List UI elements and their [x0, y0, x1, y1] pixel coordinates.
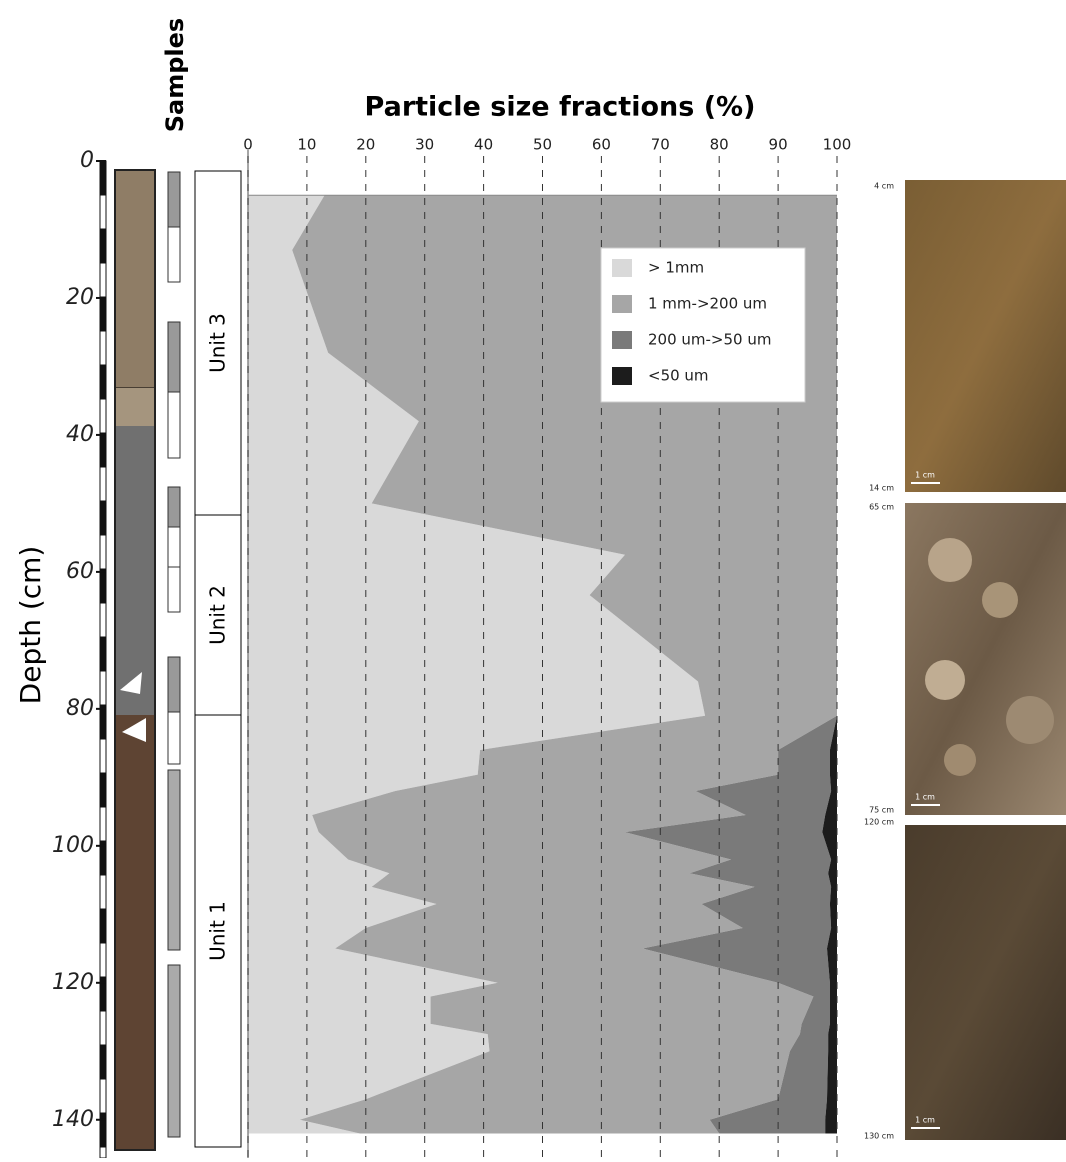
- depth-bar: [99, 806, 107, 842]
- depth-axis-title: Depth (cm): [14, 546, 47, 705]
- depth-tick-label: 60: [66, 559, 94, 584]
- depth-bar: [99, 160, 107, 196]
- strat-column: [114, 169, 156, 1151]
- x-tick-label: 100: [823, 136, 852, 154]
- depth-bar: [99, 432, 107, 468]
- depth-tick-label: 40: [66, 422, 94, 447]
- legend-label: 200 um->50 um: [648, 331, 771, 349]
- unit-label: Unit 3: [206, 313, 230, 373]
- depth-bar: [99, 602, 107, 638]
- photos: 1 cm 1 cm 1 cm 4 cm 14 cm 65 cm 75 cm 12…: [864, 180, 1066, 1141]
- x-tick-label: 0: [243, 136, 253, 154]
- legend-swatch: [612, 367, 632, 385]
- depth-bar: [99, 228, 107, 264]
- x-tick-label: 10: [297, 136, 316, 154]
- x-tick-label: 50: [533, 136, 552, 154]
- units: Unit 3 Unit 2 Unit 1: [194, 170, 242, 1148]
- depth-bar: [99, 398, 107, 434]
- area: [292, 195, 837, 1134]
- depth-bar: [99, 704, 107, 740]
- depth-bar: [99, 1078, 107, 1114]
- depth-bar: [99, 568, 107, 604]
- legend-label: 1 mm->200 um: [648, 295, 767, 313]
- depth-bar: [99, 1010, 107, 1046]
- legend-swatch: [612, 295, 632, 313]
- x-tick-label: 60: [592, 136, 611, 154]
- depth-bar: [99, 534, 107, 570]
- depth-bar: [99, 364, 107, 400]
- scale-label: 1 cm: [915, 1116, 935, 1125]
- depth-bar: [99, 942, 107, 978]
- photo-depth: 120 cm: [864, 818, 894, 827]
- photo-depth: 4 cm: [874, 182, 894, 191]
- legend: > 1mm 1 mm->200 um 200 um->50 um <50 um: [600, 247, 806, 403]
- depth-bar: [99, 330, 107, 366]
- x-tick-label: 90: [769, 136, 788, 154]
- legend-label: <50 um: [648, 367, 709, 385]
- photo-depth: 75 cm: [869, 806, 894, 815]
- depth-bar: [99, 772, 107, 808]
- x-tick-label: 20: [356, 136, 375, 154]
- legend-label: > 1mm: [648, 259, 704, 277]
- depth-tick-label: 0: [80, 148, 94, 173]
- depth-bar: [99, 466, 107, 502]
- depth-bar: [99, 1044, 107, 1080]
- chart-title: Particle size fractions (%): [365, 92, 756, 123]
- depth-bar: [99, 262, 107, 298]
- samples-column: [167, 171, 181, 1138]
- depth-tick-label: 80: [66, 696, 94, 721]
- depth-bar: [99, 874, 107, 910]
- x-tick-label: 30: [415, 136, 434, 154]
- depth-bar: [99, 670, 107, 706]
- depth-bar: [99, 194, 107, 230]
- unit-label: Unit 2: [206, 585, 230, 645]
- scale-label: 1 cm: [915, 793, 935, 802]
- depth-bar: [99, 500, 107, 536]
- legend-box: [600, 247, 806, 403]
- x-tick-label: 40: [474, 136, 493, 154]
- depth-tick-label: 140: [52, 1107, 94, 1132]
- x-tick-label: 70: [651, 136, 670, 154]
- depth-tick-label: 120: [52, 970, 94, 995]
- area: [624, 195, 837, 1134]
- photo-depth: 130 cm: [864, 1132, 894, 1141]
- depth-bar: [99, 296, 107, 332]
- samples-title: Samples: [161, 18, 189, 132]
- area: [248, 195, 706, 1134]
- x-tick-label: 80: [710, 136, 729, 154]
- depth-tick-label: 100: [52, 833, 94, 858]
- legend-swatch: [612, 331, 632, 349]
- scale-label: 1 cm: [915, 471, 935, 480]
- unit-label: Unit 1: [206, 901, 230, 961]
- photo-depth: 65 cm: [869, 503, 894, 512]
- legend-swatch: [612, 259, 632, 277]
- depth-bar: [99, 908, 107, 944]
- depth-bar: [99, 738, 107, 774]
- depth-bar: [99, 636, 107, 672]
- depth-bar: [99, 1112, 107, 1148]
- depth-bar: [99, 1146, 107, 1159]
- photo-depth: 14 cm: [869, 484, 894, 493]
- depth-tick-label: 20: [66, 285, 94, 310]
- area: [822, 195, 837, 1134]
- plot: 0 10 20 30 40 50 60 70 80 90 100 0 20 40 60 80 100 120 140…: [52, 136, 851, 1159]
